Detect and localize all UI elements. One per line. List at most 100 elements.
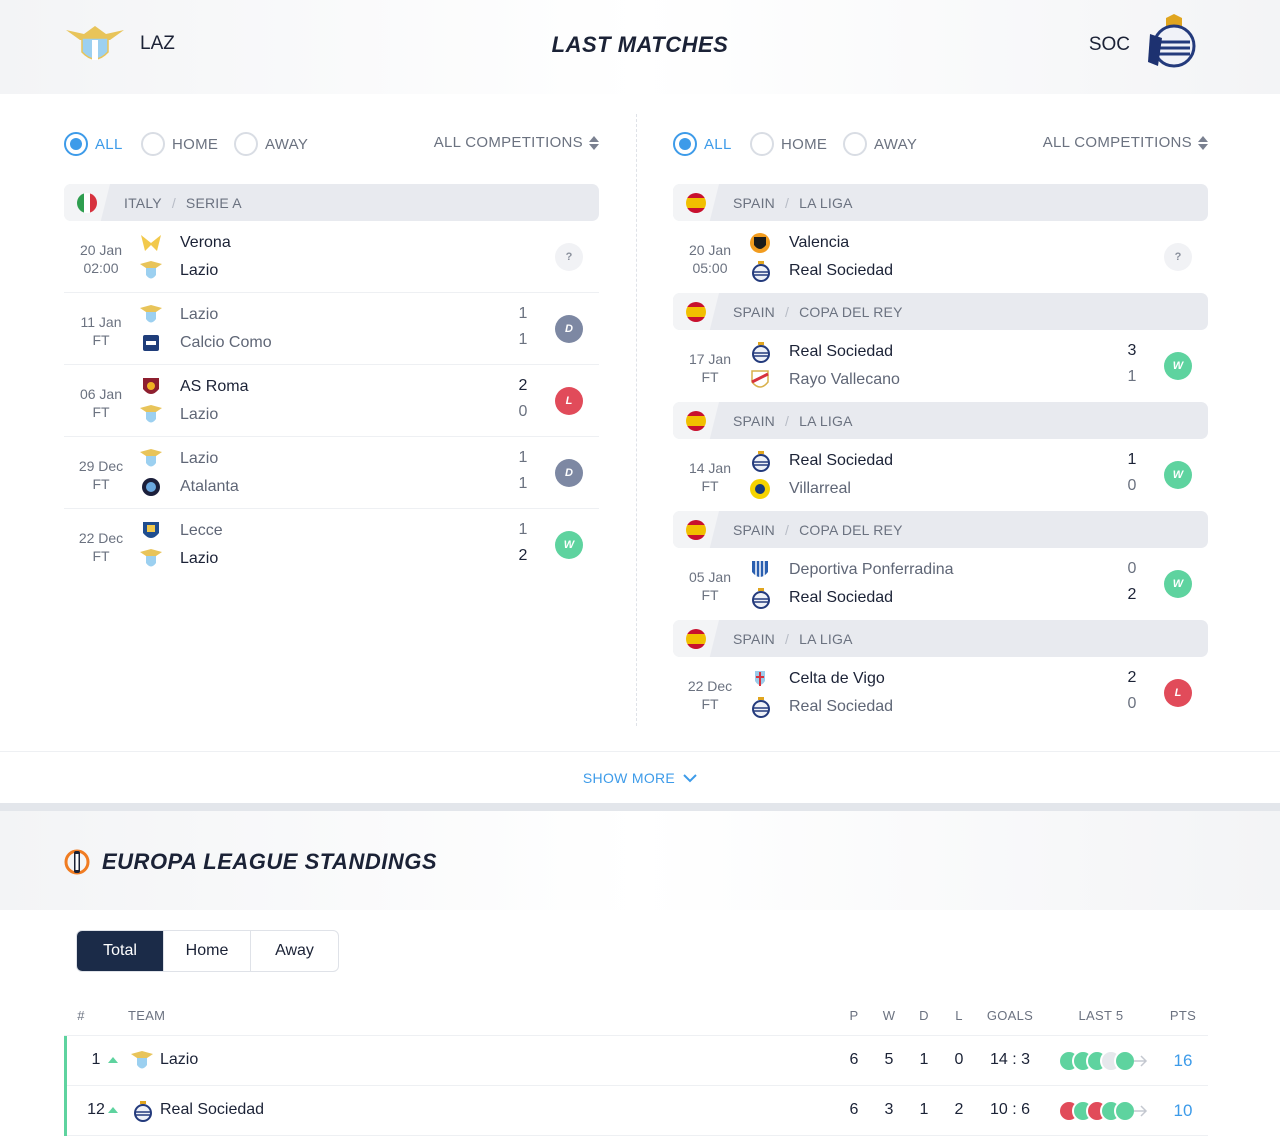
col-header-goals: GOALS [986,1008,1034,1023]
radio-dot-icon [234,132,258,156]
match-team-1: Lazio [138,445,218,473]
tab-home[interactable]: Home [164,931,251,971]
away-filter-home[interactable]: HOME [750,132,827,156]
match-team-1: Lecce [138,517,223,545]
real-sociedad-crest-icon [1148,14,1196,68]
match-row[interactable]: 29 Dec FT Lazio Atalanta 1 1 D [64,437,599,509]
league-country: SPAIN [733,194,775,211]
trend-up-icon [108,1107,118,1113]
league-name: LA LIGA [799,194,853,211]
lazio-crest-icon [138,402,164,428]
tab-total[interactable]: Total [77,931,164,971]
real-sociedad-crest-icon [747,258,773,284]
filter-label: HOME [781,135,828,153]
real-sociedad-crest-icon [747,448,773,474]
match-date: 05 Jan FT [688,569,732,603]
standing-team-name: Lazio [160,1051,199,1068]
last5-form [1058,1050,1148,1072]
real-sociedad-crest-icon [130,1098,154,1124]
lazio-crest-icon [130,1048,154,1074]
home-last-matches: ALL HOME AWAY ALL COMPETITIONS ITALY / S… [64,94,599,581]
match-team-1: Real Sociedad [747,447,893,475]
match-score-2: 2 [1127,586,1137,603]
roma-crest-icon [138,374,164,400]
match-team-2: Real Sociedad [747,257,893,285]
match-team-2: Lazio [138,257,218,285]
home-filter-all[interactable]: ALL [64,132,123,156]
col-header-drawn: D [919,1008,929,1023]
league-country: SPAIN [733,521,775,538]
filter-label: AWAY [874,135,918,153]
filter-label: HOME [172,135,219,153]
away-filter-all[interactable]: ALL [673,132,732,156]
match-row[interactable]: 20 Jan 05:00 Valencia Real Sociedad ? [673,221,1208,293]
match-date: 20 Jan 05:00 [688,242,732,276]
match-team-2: Real Sociedad [747,693,893,721]
standing-played: 6 [849,1101,859,1118]
lazio-crest-icon [138,546,164,572]
filter-label: ALL [95,135,123,153]
standings-header: EUROPA LEAGUE STANDINGS [0,811,1280,910]
form-dot [1114,1050,1136,1072]
league-bar-italy-serie-a: ITALY / SERIE A [64,184,599,221]
rayo-vallecano-crest-icon [747,367,773,393]
col-header-pos: # [77,1008,85,1023]
league-name: COPA DEL REY [799,521,903,538]
standing-won: 5 [884,1051,894,1068]
match-row[interactable]: 22 Dec FT Celta de Vigo Real Sociedad 2 0… [673,657,1208,729]
away-team-header[interactable]: SOC [1089,14,1202,76]
standing-goals: 14 : 3 [989,1051,1031,1068]
match-score-2: 1 [518,475,528,492]
spain-flag-icon [686,628,706,649]
home-team-header[interactable]: LAZ [64,22,175,66]
result-badge: ? [1164,243,1192,271]
match-row[interactable]: 14 Jan FT Real Sociedad Villarreal 1 0 W [673,439,1208,511]
home-filter-home[interactable]: HOME [141,132,218,156]
show-more-button[interactable]: SHOW MORE [583,770,697,786]
match-team-2: Calcio Como [138,329,272,357]
league-name: LA LIGA [799,412,853,429]
match-row[interactable]: 22 Dec FT Lecce Lazio 1 2 W [64,509,599,581]
standings-title: EUROPA LEAGUE STANDINGS [102,849,438,874]
standings-row-real-sociedad[interactable]: 12 Real Sociedad 6 3 1 2 10 : 6 10 [64,1086,1208,1136]
match-team-1: Valencia [747,229,849,257]
standings-tabs: Total Home Away [76,930,339,972]
col-header-won: W [882,1008,896,1023]
match-row[interactable]: 20 Jan 02:00 Verona Lazio ? [64,221,599,293]
match-header: LAZ LAST MATCHES SOC [0,0,1280,94]
match-score-1: 1 [518,449,528,466]
match-date: 22 Dec FT [687,678,733,712]
tab-away[interactable]: Away [275,942,314,959]
last5-form [1058,1100,1148,1122]
match-score-2: 2 [518,547,528,564]
spain-flag-icon [686,192,706,213]
league-name: COPA DEL REY [799,303,903,320]
match-row[interactable]: 17 Jan FT Real Sociedad Rayo Vallecano 3 … [673,330,1208,402]
atalanta-crest-icon [138,474,164,500]
column-divider [636,114,637,726]
match-row[interactable]: 06 Jan FT AS Roma Lazio 2 0 L [64,365,599,437]
league-country: SPAIN [733,630,775,647]
match-row[interactable]: 11 Jan FT Lazio Calcio Como 1 1 D [64,293,599,365]
match-date: 22 Dec FT [78,530,124,564]
league-country: SPAIN [733,412,775,429]
result-badge: D [555,459,583,487]
league-name: SERIE A [185,194,242,211]
match-date: 20 Jan 02:00 [79,242,123,276]
league-bar-spain-la-liga: SPAIN / LA LIGA [673,184,1208,221]
away-team-abbr: SOC [1088,34,1130,55]
competition-select-label: ALL COMPETITIONS [433,134,583,151]
away-filter-away[interactable]: AWAY [843,132,917,156]
match-score-2: 0 [1127,695,1137,712]
sort-arrows-icon [589,135,599,150]
standings-row-lazio[interactable]: 1 Lazio 6 5 1 0 14 : 3 16 [64,1036,1208,1086]
home-competition-select[interactable]: ALL COMPETITIONS [434,134,599,151]
home-filter-away[interactable]: AWAY [234,132,308,156]
show-more-label: SHOW MORE [582,769,676,786]
real-sociedad-crest-icon [747,694,773,720]
league-country: SPAIN [733,303,775,320]
away-competition-select[interactable]: ALL COMPETITIONS [1043,134,1208,151]
match-team-1: Deportiva Ponferradina [747,556,954,584]
match-date: 17 Jan FT [688,351,732,385]
match-row[interactable]: 05 Jan FT Deportiva Ponferradina Real Soc… [673,548,1208,620]
